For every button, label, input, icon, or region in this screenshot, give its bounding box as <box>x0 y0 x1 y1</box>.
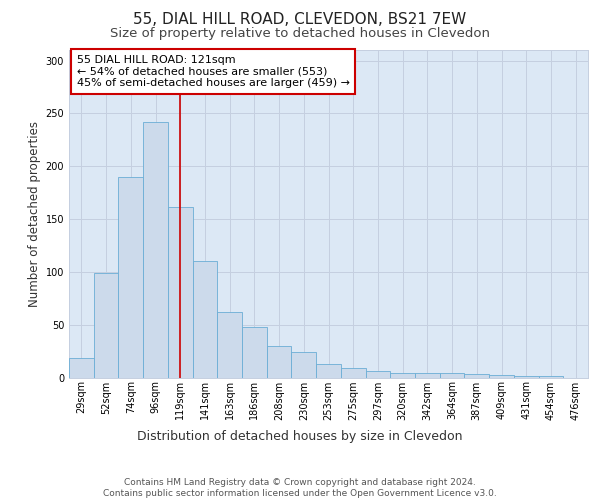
Bar <box>440 374 464 378</box>
Bar <box>464 374 489 378</box>
Bar <box>168 208 193 378</box>
Bar <box>193 262 217 378</box>
Bar <box>118 177 143 378</box>
Bar <box>514 376 539 378</box>
Bar <box>341 368 365 378</box>
Bar <box>489 376 514 378</box>
Bar <box>267 346 292 378</box>
Bar <box>390 374 415 378</box>
Bar <box>539 376 563 378</box>
Text: Distribution of detached houses by size in Clevedon: Distribution of detached houses by size … <box>137 430 463 443</box>
Text: 55 DIAL HILL ROAD: 121sqm
← 54% of detached houses are smaller (553)
45% of semi: 55 DIAL HILL ROAD: 121sqm ← 54% of detac… <box>77 55 350 88</box>
Text: Size of property relative to detached houses in Clevedon: Size of property relative to detached ho… <box>110 28 490 40</box>
Bar <box>69 358 94 378</box>
Bar <box>143 122 168 378</box>
Bar <box>94 273 118 378</box>
Bar <box>316 364 341 378</box>
Y-axis label: Number of detached properties: Number of detached properties <box>28 120 41 306</box>
Bar <box>292 352 316 378</box>
Bar <box>415 374 440 378</box>
Bar <box>242 327 267 378</box>
Text: 55, DIAL HILL ROAD, CLEVEDON, BS21 7EW: 55, DIAL HILL ROAD, CLEVEDON, BS21 7EW <box>133 12 467 26</box>
Bar <box>217 312 242 378</box>
Text: Contains HM Land Registry data © Crown copyright and database right 2024.
Contai: Contains HM Land Registry data © Crown c… <box>103 478 497 498</box>
Bar <box>365 371 390 378</box>
